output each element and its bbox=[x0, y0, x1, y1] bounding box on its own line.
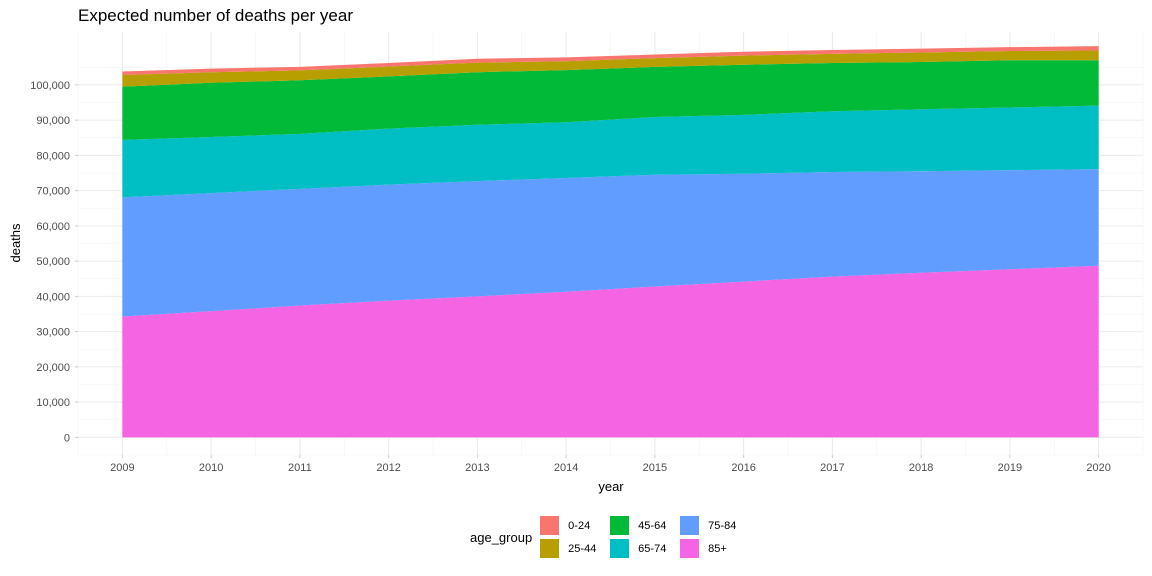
x-tick-label: 2020 bbox=[1086, 462, 1110, 474]
legend-swatch bbox=[540, 539, 560, 558]
y-tick-label: 0 bbox=[64, 432, 70, 444]
legend-item-0-24: 0-24 bbox=[540, 514, 610, 537]
legend-swatch bbox=[680, 539, 700, 558]
y-tick-label: 100,000 bbox=[30, 80, 70, 92]
legend-items: 0-24 25-44 45-64 65-74 75-84 85+ bbox=[540, 514, 750, 560]
y-axis-ticks: 0 10,000 20,000 30,000 40,000 50,000 60,000 70,… bbox=[30, 80, 78, 444]
legend-label: 25-44 bbox=[568, 542, 597, 555]
legend-label: 65-74 bbox=[638, 542, 667, 555]
y-tick-label: 70,000 bbox=[36, 186, 70, 198]
x-tick-label: 2015 bbox=[643, 462, 667, 474]
legend-item-25-44: 25-44 bbox=[540, 537, 610, 560]
y-tick-label: 30,000 bbox=[36, 327, 70, 339]
area-series-45-64 bbox=[122, 60, 1099, 140]
x-tick-label: 2019 bbox=[998, 462, 1022, 474]
legend-label: 45-64 bbox=[638, 519, 667, 532]
y-tick-label: 50,000 bbox=[36, 256, 70, 268]
legend-item-85+: 85+ bbox=[680, 537, 750, 560]
legend-item-45-64: 45-64 bbox=[610, 514, 680, 537]
x-axis-ticks: 2009 2010 2011 2012 2013 2014 2015 2016 2017 2018… bbox=[110, 455, 1111, 474]
area-series-0-24 bbox=[122, 46, 1099, 75]
legend-swatch bbox=[540, 516, 560, 535]
y-axis-title: deaths bbox=[8, 223, 23, 263]
x-tick-label: 2014 bbox=[554, 462, 578, 474]
legend: age_group 0-24 25-44 45-64 65-74 75-84 85+ bbox=[470, 514, 750, 560]
x-tick-label: 2013 bbox=[465, 462, 489, 474]
legend-title: age_group bbox=[470, 529, 533, 545]
y-tick-label: 80,000 bbox=[36, 150, 70, 162]
y-tick-label: 60,000 bbox=[36, 221, 70, 233]
area-series-75-84 bbox=[122, 169, 1099, 317]
x-axis-title: year bbox=[598, 479, 624, 494]
area-series-85+ bbox=[122, 265, 1099, 438]
x-tick-label: 2009 bbox=[110, 462, 134, 474]
y-tick-label: 10,000 bbox=[36, 397, 70, 409]
x-tick-label: 2012 bbox=[376, 462, 400, 474]
legend-item-65-74: 65-74 bbox=[610, 537, 680, 560]
legend-label: 0-24 bbox=[568, 519, 591, 532]
legend-label: 75-84 bbox=[708, 519, 737, 532]
x-tick-label: 2011 bbox=[288, 462, 312, 474]
area-series-65-74 bbox=[122, 105, 1099, 198]
y-tick-label: 40,000 bbox=[36, 291, 70, 303]
x-tick-label: 2017 bbox=[820, 462, 844, 474]
legend-swatch bbox=[680, 516, 700, 535]
area-series-25-44 bbox=[122, 50, 1099, 87]
x-tick-label: 2016 bbox=[731, 462, 755, 474]
legend-label: 85+ bbox=[708, 542, 727, 555]
x-tick-label: 2010 bbox=[199, 462, 223, 474]
legend-swatch bbox=[610, 539, 630, 558]
y-tick-label: 90,000 bbox=[36, 115, 70, 127]
x-tick-label: 2018 bbox=[909, 462, 933, 474]
y-tick-label: 20,000 bbox=[36, 362, 70, 374]
stacked-areas bbox=[122, 46, 1099, 438]
legend-item-75-84: 75-84 bbox=[680, 514, 750, 537]
legend-swatch bbox=[610, 516, 630, 535]
chart-title: Expected number of deaths per year bbox=[78, 6, 353, 25]
